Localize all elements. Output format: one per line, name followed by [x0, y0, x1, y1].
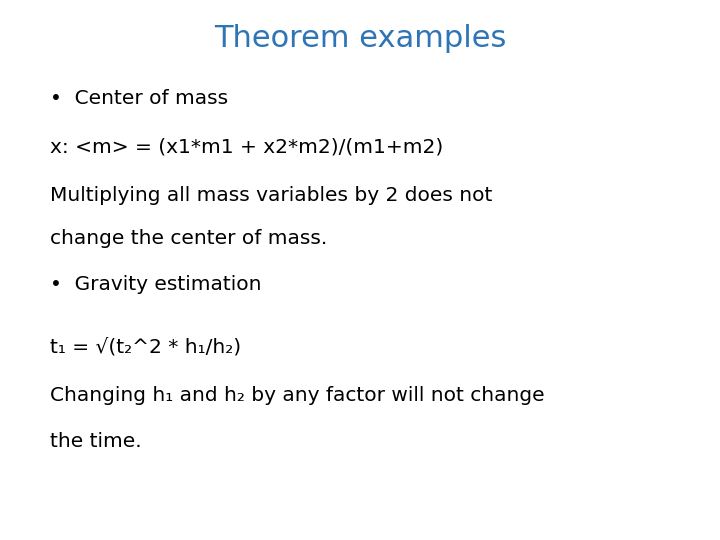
- Text: Changing h₁ and h₂ by any factor will not change: Changing h₁ and h₂ by any factor will no…: [50, 386, 545, 405]
- Text: the time.: the time.: [50, 432, 142, 451]
- Text: Multiplying all mass variables by 2 does not: Multiplying all mass variables by 2 does…: [50, 186, 492, 205]
- Text: change the center of mass.: change the center of mass.: [50, 230, 328, 248]
- Text: Theorem examples: Theorem examples: [214, 24, 506, 53]
- Text: •  Center of mass: • Center of mass: [50, 89, 228, 108]
- Text: •  Gravity estimation: • Gravity estimation: [50, 275, 262, 294]
- Text: x: <m> = (x1*m1 + x2*m2)/(m1+m2): x: <m> = (x1*m1 + x2*m2)/(m1+m2): [50, 138, 444, 157]
- Text: t₁ = √(t₂^2 * h₁/h₂): t₁ = √(t₂^2 * h₁/h₂): [50, 338, 241, 356]
